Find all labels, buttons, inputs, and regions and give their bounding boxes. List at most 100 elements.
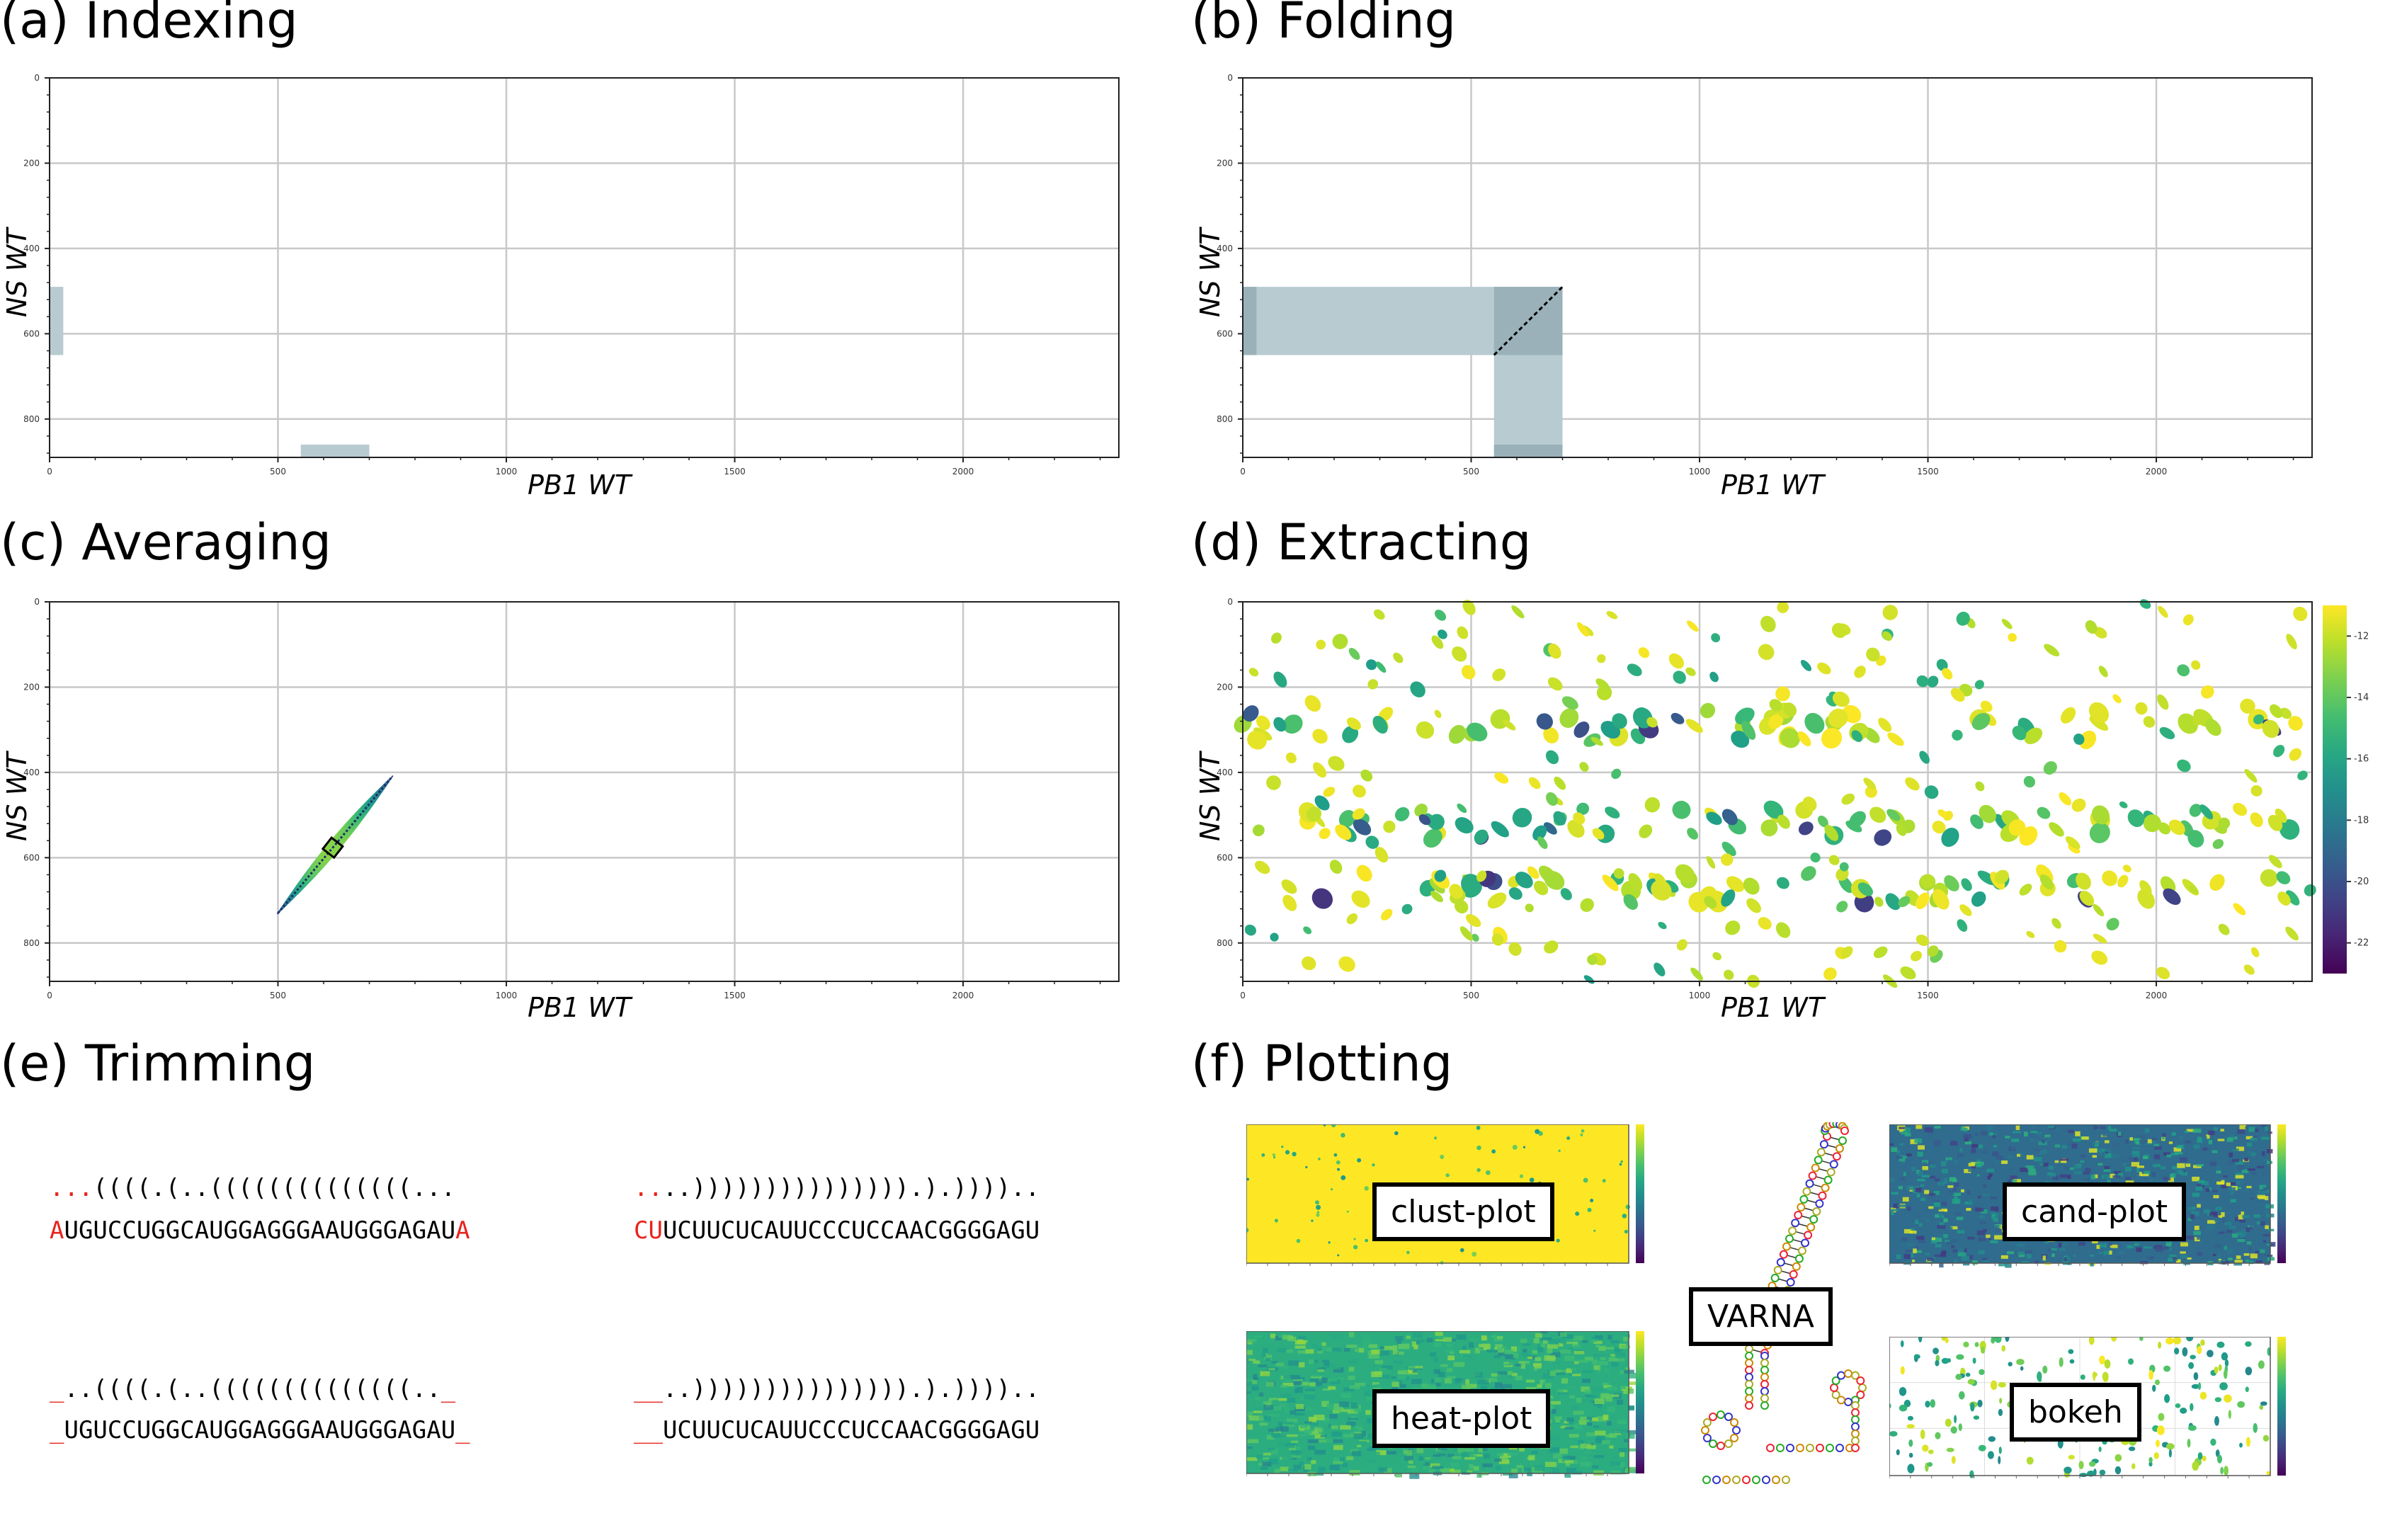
energy-blob bbox=[1454, 900, 1469, 914]
heat-cell bbox=[1408, 1366, 1418, 1369]
heat-cell bbox=[1419, 1339, 1425, 1343]
cand-cell bbox=[2069, 1167, 2074, 1170]
cand-cell bbox=[2109, 1129, 2117, 1132]
nucleotide bbox=[1844, 1398, 1852, 1406]
heat-cell bbox=[1550, 1352, 1561, 1357]
energy-blob bbox=[1492, 668, 1506, 681]
cand-cell bbox=[2034, 1260, 2039, 1264]
heat-cell bbox=[1479, 1347, 1484, 1350]
nucleotide bbox=[1851, 1371, 1860, 1380]
bokeh-blob bbox=[2190, 1403, 2194, 1411]
cand-cell bbox=[2264, 1262, 2270, 1265]
heat-cell bbox=[1476, 1472, 1482, 1478]
cand-cell bbox=[1945, 1239, 1950, 1243]
cand-cell bbox=[1968, 1129, 1973, 1131]
cand-cell bbox=[1937, 1182, 1945, 1186]
clust-dot bbox=[1566, 1136, 1571, 1141]
cand-cell bbox=[2124, 1177, 2131, 1180]
bokeh-blob bbox=[1956, 1354, 1964, 1360]
cand-cell bbox=[2118, 1131, 2122, 1136]
nucleotide bbox=[1745, 1345, 1753, 1353]
cand-cell bbox=[2206, 1134, 2210, 1139]
energy-blob bbox=[2182, 614, 2194, 626]
energy-blob bbox=[2191, 660, 2201, 670]
cand-cell bbox=[1901, 1131, 1908, 1135]
bokeh-blob bbox=[2099, 1355, 2105, 1365]
cand-cell bbox=[1954, 1258, 1957, 1263]
energy-blob bbox=[1687, 828, 1698, 840]
heat-cell bbox=[1333, 1439, 1343, 1443]
heat-cell bbox=[1539, 1331, 1548, 1334]
clust-dot bbox=[1619, 1163, 1622, 1166]
cand-cell bbox=[1994, 1235, 2003, 1240]
nucleotide bbox=[1794, 1254, 1804, 1263]
energy-blob bbox=[1726, 876, 1745, 892]
heat-cell bbox=[1572, 1423, 1578, 1428]
bokeh-blob bbox=[1913, 1354, 1920, 1359]
cand-cell bbox=[2094, 1142, 2099, 1147]
heat-cell bbox=[1522, 1349, 1527, 1353]
nucleotide bbox=[1724, 1412, 1733, 1421]
energy-blob bbox=[1429, 878, 1445, 894]
heat-cell bbox=[1576, 1398, 1588, 1402]
energy-blob bbox=[2279, 819, 2300, 840]
clust-dot bbox=[1394, 1131, 1399, 1136]
cand-cell bbox=[2202, 1136, 2207, 1142]
heat-cell bbox=[1321, 1377, 1328, 1384]
heat-cell bbox=[1466, 1356, 1476, 1360]
heat-cell bbox=[1297, 1335, 1307, 1340]
cand-cell bbox=[2235, 1160, 2244, 1165]
cand-cell bbox=[1909, 1230, 1917, 1234]
cand-cell bbox=[2050, 1248, 2057, 1251]
nucleotide bbox=[1814, 1156, 1823, 1165]
energy-blob bbox=[2244, 769, 2258, 783]
cand-cell bbox=[2196, 1184, 2205, 1188]
nucleotide bbox=[1722, 1476, 1731, 1484]
energy-blob bbox=[2158, 605, 2168, 618]
heat-cell bbox=[1341, 1463, 1348, 1468]
cand-cell bbox=[1977, 1195, 1981, 1199]
energy-blob bbox=[1525, 903, 1534, 913]
cand-cell bbox=[1950, 1192, 1954, 1195]
energy-blob bbox=[1434, 709, 1442, 719]
cand-cell bbox=[2193, 1144, 2200, 1149]
heat-cell bbox=[1484, 1453, 1491, 1459]
bokeh-blob bbox=[2166, 1443, 2175, 1450]
y-tick-label: 800 bbox=[23, 938, 40, 948]
cand-cell bbox=[1959, 1148, 1963, 1153]
heat-cell bbox=[1284, 1408, 1290, 1413]
cand-cell bbox=[2142, 1156, 2148, 1160]
clust-dot bbox=[1261, 1153, 1265, 1157]
cand-cell bbox=[2197, 1204, 2201, 1208]
cand-cell bbox=[2177, 1163, 2185, 1168]
trim-red-gap: __ bbox=[634, 1416, 663, 1444]
energy-blob bbox=[2199, 804, 2214, 820]
heat-cell bbox=[1559, 1448, 1568, 1454]
heat-cell bbox=[1580, 1461, 1592, 1467]
energy-blob bbox=[1776, 877, 1789, 889]
cand-cell bbox=[1960, 1127, 1966, 1131]
heat-cell bbox=[1378, 1350, 1389, 1356]
bokeh-blob bbox=[1998, 1456, 2001, 1465]
heat-cell bbox=[1246, 1395, 1252, 1401]
energy-blob bbox=[2091, 950, 2108, 965]
bokeh-blob bbox=[1999, 1398, 2003, 1404]
energy-blob bbox=[2212, 838, 2224, 850]
heat-cell bbox=[1486, 1349, 1498, 1353]
cand-cell bbox=[1962, 1262, 1970, 1266]
heat-cell bbox=[1495, 1344, 1503, 1350]
cand-cell bbox=[2227, 1160, 2234, 1165]
heat-cell bbox=[1435, 1331, 1443, 1336]
heat-cell bbox=[1605, 1435, 1612, 1437]
heat-cell bbox=[1497, 1351, 1505, 1354]
cand-cell bbox=[2128, 1245, 2134, 1248]
cand-cell bbox=[2173, 1147, 2182, 1152]
energy-blob bbox=[1743, 877, 1760, 895]
cand-cell bbox=[2221, 1180, 2225, 1184]
cand-cell bbox=[1898, 1186, 1903, 1190]
heat-cell bbox=[1560, 1425, 1570, 1429]
energy-blob bbox=[1560, 888, 1572, 901]
clust-dot bbox=[1433, 1136, 1438, 1140]
energy-blob bbox=[2279, 707, 2292, 719]
